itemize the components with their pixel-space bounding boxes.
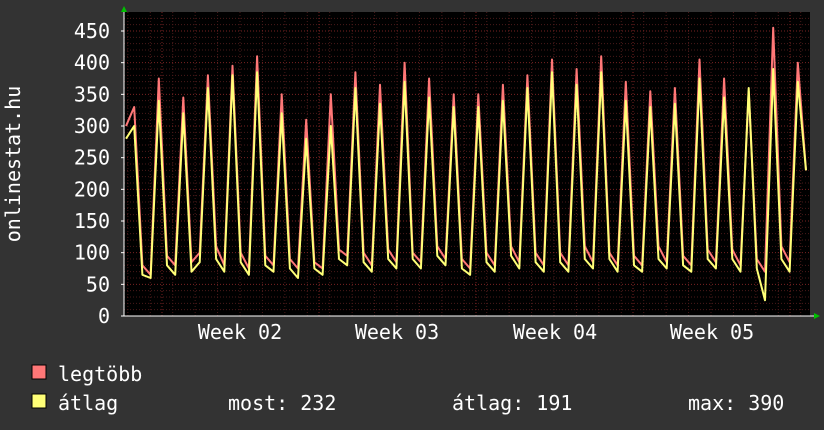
stat-atlag: átlag: 191 [452, 391, 572, 415]
y-tick-label: 350 [74, 82, 110, 106]
legend-swatch-legtobb [31, 364, 47, 380]
legend-swatch-atlag [31, 393, 47, 409]
y-tick-label: 450 [74, 19, 110, 43]
y-tick-label: 250 [74, 146, 110, 170]
x-tick-label: Week 03 [355, 320, 439, 344]
series-line-atlag [125, 68, 807, 302]
y-tick-label: 50 [86, 272, 110, 296]
stat-max: max: 390 [688, 391, 784, 415]
x-tick-label: Week 04 [513, 320, 597, 344]
y-tick-label: 100 [74, 241, 110, 265]
legend-label-atlag: átlag [58, 391, 118, 415]
y-axis-arrow-icon [121, 6, 127, 12]
y-axis-label: onlinestat.hu [1, 86, 25, 243]
y-tick-label: 300 [74, 114, 110, 138]
y-tick-label: 400 [74, 51, 110, 75]
x-axis-arrow-icon [814, 313, 820, 319]
y-tick-label: 150 [74, 209, 110, 233]
stat-most: most: 232 [228, 391, 336, 415]
y-tick-label: 200 [74, 177, 110, 201]
x-tick-label: Week 05 [670, 320, 754, 344]
legend-label-legtobb: legtöbb [58, 362, 142, 386]
x-tick-label: Week 02 [198, 320, 282, 344]
y-tick-label: 0 [98, 304, 110, 328]
